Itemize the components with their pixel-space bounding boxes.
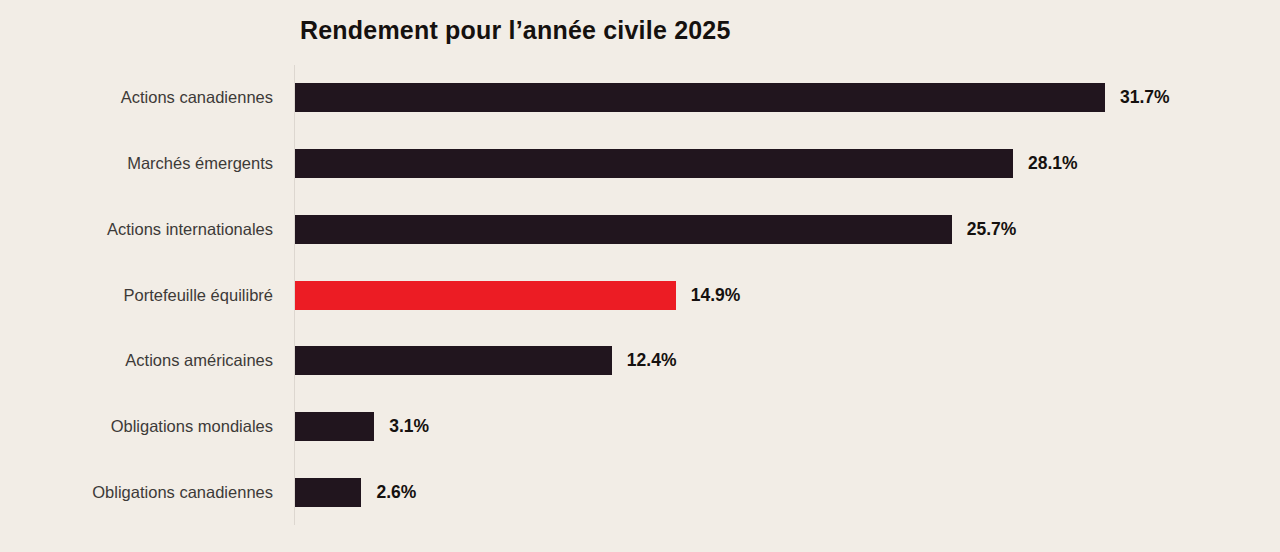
bar <box>295 83 1105 112</box>
bar <box>295 149 1013 178</box>
bar-track: 2.6% <box>294 459 1105 525</box>
chart-row: Obligations canadiennes 2.6% <box>0 459 1280 525</box>
chart-row: Actions canadiennes 31.7% <box>0 65 1280 131</box>
category-label: Actions internationales <box>0 220 294 239</box>
category-label: Obligations canadiennes <box>0 483 294 502</box>
category-label: Obligations mondiales <box>0 417 294 436</box>
chart-row: Actions américaines 12.4% <box>0 328 1280 394</box>
bar-track: 28.1% <box>294 131 1105 197</box>
bar-track: 14.9% <box>294 262 1105 328</box>
bar-track: 31.7% <box>294 65 1105 131</box>
value-label: 2.6% <box>376 482 416 503</box>
chart-rows: Actions canadiennes 31.7% Marchés émerge… <box>0 65 1280 525</box>
chart-canvas: Rendement pour l’année civile 2025 Actio… <box>0 0 1280 552</box>
value-label: 12.4% <box>627 350 677 371</box>
bar <box>295 346 612 375</box>
value-label: 3.1% <box>389 416 429 437</box>
bar-track: 12.4% <box>294 328 1105 394</box>
category-label: Portefeuille équilibré <box>0 286 294 305</box>
value-label: 31.7% <box>1120 87 1170 108</box>
bar <box>295 478 361 507</box>
value-label: 25.7% <box>967 219 1017 240</box>
bar-track: 3.1% <box>294 394 1105 460</box>
bar <box>295 412 374 441</box>
chart-title: Rendement pour l’année civile 2025 <box>300 16 731 45</box>
chart-row: Actions internationales 25.7% <box>0 196 1280 262</box>
value-label: 14.9% <box>691 285 741 306</box>
category-label: Actions canadiennes <box>0 88 294 107</box>
bar <box>295 215 952 244</box>
category-label: Marchés émergents <box>0 154 294 173</box>
value-label: 28.1% <box>1028 153 1078 174</box>
chart-row: Portefeuille équilibré 14.9% <box>0 262 1280 328</box>
category-label: Actions américaines <box>0 351 294 370</box>
bar-track: 25.7% <box>294 196 1105 262</box>
bar <box>295 281 676 310</box>
chart-row: Marchés émergents 28.1% <box>0 131 1280 197</box>
chart-row: Obligations mondiales 3.1% <box>0 394 1280 460</box>
